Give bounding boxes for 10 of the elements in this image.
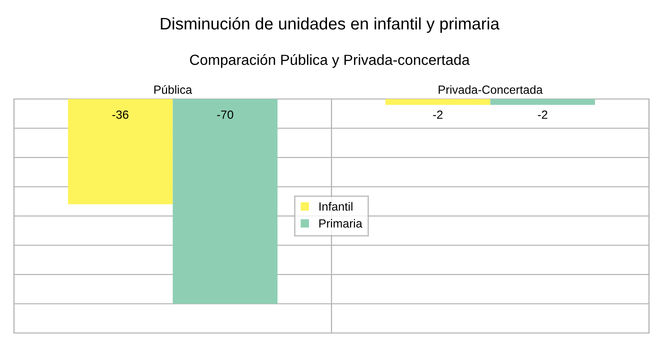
data-label: -2 [538,110,548,119]
data-label: -2 [433,110,443,119]
x-tick-label: Pública [154,85,192,94]
data-label: -36 [112,110,128,119]
x-tick-label: Privada-Concertada [438,85,543,94]
legend-label: Primaria [319,218,362,228]
data-label: -70 [217,110,234,119]
legend-label: Infantil [319,202,352,211]
chart-title: Disminución de unidades en infantil y primaria [160,17,500,33]
chart-subtitle: Comparación Pública y Privada-concertada [190,54,470,68]
